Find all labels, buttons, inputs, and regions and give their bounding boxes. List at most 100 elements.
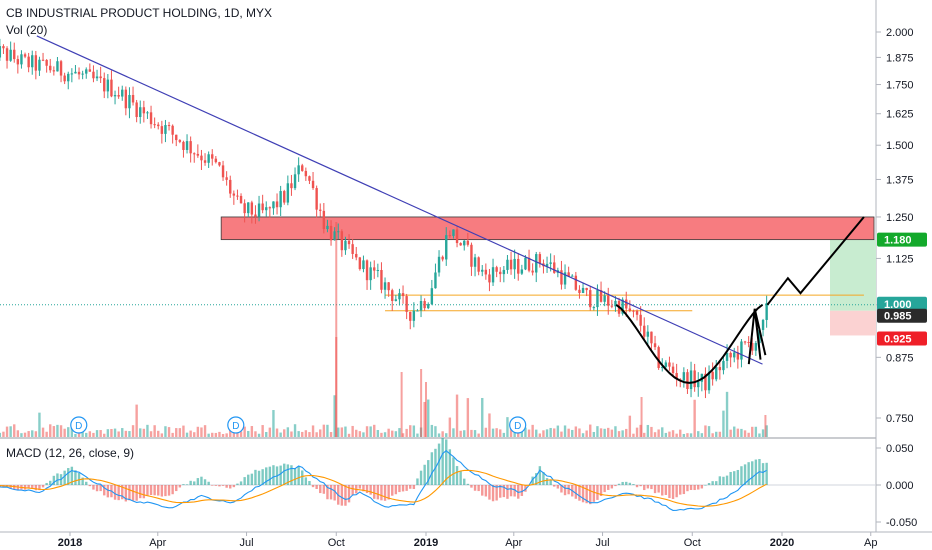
volume-bar <box>70 425 74 437</box>
macd-histogram-bar <box>160 485 164 497</box>
candle-body <box>725 352 729 361</box>
volume-spike <box>425 382 427 437</box>
volume-bar <box>34 431 38 437</box>
macd-histogram-bar <box>499 485 502 498</box>
macd-histogram-bar <box>315 485 318 489</box>
volume-bar <box>405 428 408 437</box>
macd-histogram-bar <box>254 469 257 485</box>
volume-bar <box>229 428 232 437</box>
candle-body <box>146 112 149 114</box>
candle-body <box>416 310 419 312</box>
volume-bar <box>351 425 354 437</box>
candle-body <box>499 271 502 275</box>
volume-bar <box>31 430 34 437</box>
volume-bar <box>49 424 52 437</box>
macd-histogram-bar <box>92 485 95 490</box>
macd-histogram-bar <box>387 485 390 500</box>
candle-body <box>275 201 279 208</box>
volume-bar <box>610 429 614 437</box>
candle-body <box>427 304 430 309</box>
candle-body <box>308 176 311 181</box>
macd-label: MACD (12, 26, close, 9) <box>6 446 135 460</box>
macd-histogram-bar <box>610 485 614 489</box>
candle-body <box>477 257 480 272</box>
macd-histogram-bar <box>754 459 758 485</box>
candle-body <box>344 240 347 251</box>
volume-bar <box>693 399 696 437</box>
volume-bar <box>499 429 502 437</box>
macd-histogram-bar <box>153 485 156 496</box>
candle-body <box>304 170 308 177</box>
macd-histogram-bar <box>311 485 315 488</box>
macd-histogram-bar <box>45 482 48 485</box>
macd-histogram-bar <box>211 485 214 486</box>
volume-bar <box>398 428 401 437</box>
candle-body <box>704 373 707 391</box>
macd-histogram-bar <box>477 485 480 492</box>
volume-bar <box>470 429 473 437</box>
candle-body <box>254 214 257 217</box>
candle-body <box>31 55 34 68</box>
macd-histogram-bar <box>304 477 308 485</box>
candle-body <box>463 240 466 246</box>
candle-body <box>751 343 754 351</box>
macd-histogram-bar <box>290 465 293 485</box>
candle-body <box>23 54 27 57</box>
macd-histogram-bar <box>131 485 135 501</box>
volume-bar <box>481 397 484 437</box>
macd-histogram-bar <box>362 485 365 492</box>
volume-bar <box>52 426 56 437</box>
macd-histogram-bar <box>239 481 243 485</box>
candle-body <box>99 76 102 79</box>
candle-body <box>671 366 675 374</box>
macd-histogram-bar <box>441 437 444 485</box>
volume-bar <box>614 426 617 437</box>
candle-body <box>686 372 689 390</box>
macd-histogram-bar <box>74 470 77 485</box>
volume-bar <box>110 428 113 437</box>
volume-bar <box>675 433 678 437</box>
volume-bar <box>103 433 106 437</box>
volume-bar <box>455 394 459 437</box>
macd-histogram-bar <box>430 452 434 485</box>
macd-histogram-bar <box>225 485 228 488</box>
macd-histogram-bar <box>671 485 675 499</box>
volume-bar <box>16 430 20 437</box>
macd-histogram-bar <box>729 471 732 485</box>
volume-bar <box>203 425 207 437</box>
volume-bar <box>261 425 264 437</box>
volume-bar <box>387 428 390 437</box>
macd-histogram-bar <box>412 485 416 489</box>
candle-body <box>581 287 585 294</box>
volume-bar <box>506 417 509 437</box>
volume-bar <box>445 433 448 437</box>
macd-axis-label: 0.050 <box>886 443 914 455</box>
volume-bar <box>308 432 311 437</box>
macd-axis-label: 0.000 <box>886 480 914 492</box>
volume-bar <box>664 432 668 437</box>
volume-bar <box>643 432 646 437</box>
macd-histogram-bar <box>506 485 509 499</box>
macd-histogram-bar <box>445 439 448 485</box>
candle-body <box>20 54 23 65</box>
candle-body <box>495 267 498 272</box>
macd-histogram-bar <box>167 485 171 496</box>
volume-bar <box>635 427 639 437</box>
candle-body <box>661 366 664 368</box>
macd-histogram-bar <box>535 473 538 485</box>
macd-histogram-bar <box>725 475 729 485</box>
dividend-marker-label: D <box>75 421 82 432</box>
macd-histogram-bar <box>689 485 693 491</box>
macd-histogram-bar <box>121 485 124 500</box>
volume-bar <box>67 427 70 437</box>
volume-bar <box>153 425 156 437</box>
volume-bar <box>365 426 369 437</box>
candle-body <box>459 243 462 246</box>
candle-body <box>9 49 12 61</box>
macd-histogram-bar <box>142 485 146 499</box>
candle-body <box>333 231 336 241</box>
candle-body <box>650 331 653 344</box>
candle-body <box>247 202 250 214</box>
candle-body <box>113 95 117 97</box>
